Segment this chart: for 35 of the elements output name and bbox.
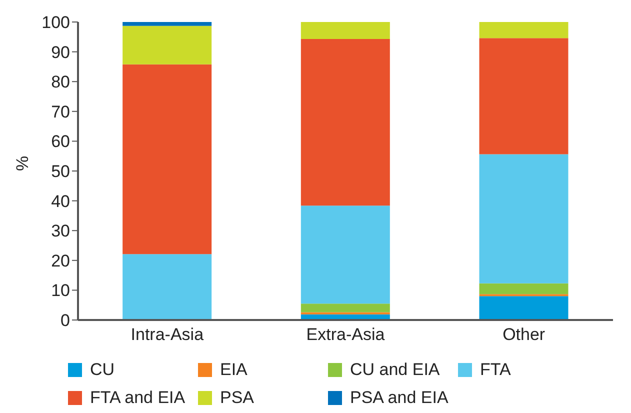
bar <box>122 22 212 26</box>
x-tick-label: Extra-Asia <box>306 325 386 344</box>
bar <box>479 296 568 320</box>
bar <box>479 22 568 38</box>
bar <box>122 26 212 64</box>
y-tick-label: 70 <box>51 102 70 122</box>
bar <box>300 304 390 312</box>
x-tick-label: Intra-Asia <box>130 325 204 344</box>
y-tick-label: 0 <box>60 311 70 330</box>
y-tick-label: 50 <box>51 162 70 182</box>
bar <box>479 283 568 294</box>
bar <box>300 22 390 39</box>
y-tick-label: 30 <box>51 222 70 241</box>
legend-label: FTA and EIA <box>90 388 186 408</box>
x-tick-label: Other <box>502 325 546 344</box>
legend-label: PSA and EIA <box>350 388 448 408</box>
bar <box>479 38 568 154</box>
bar <box>300 206 390 304</box>
y-tick-label: 100 <box>42 13 70 32</box>
bar <box>122 64 212 254</box>
y-tick-label: 80 <box>51 72 70 92</box>
y-tick-label: 90 <box>51 42 70 62</box>
legend-label: CU and EIA <box>350 360 440 380</box>
y-tick-label: 60 <box>51 132 70 152</box>
y-tick-label: 20 <box>51 251 70 270</box>
y-tick-label: 40 <box>51 192 70 211</box>
legend-label: CU <box>90 360 115 380</box>
bar <box>122 254 212 320</box>
legend-label: PSA <box>220 388 254 408</box>
y-axis-title: % <box>13 156 32 171</box>
bar <box>300 38 390 206</box>
legend-label: EIA <box>220 360 248 380</box>
legend-label: FTA <box>480 360 511 380</box>
bar <box>479 154 568 284</box>
y-tick-label: 10 <box>51 281 70 300</box>
